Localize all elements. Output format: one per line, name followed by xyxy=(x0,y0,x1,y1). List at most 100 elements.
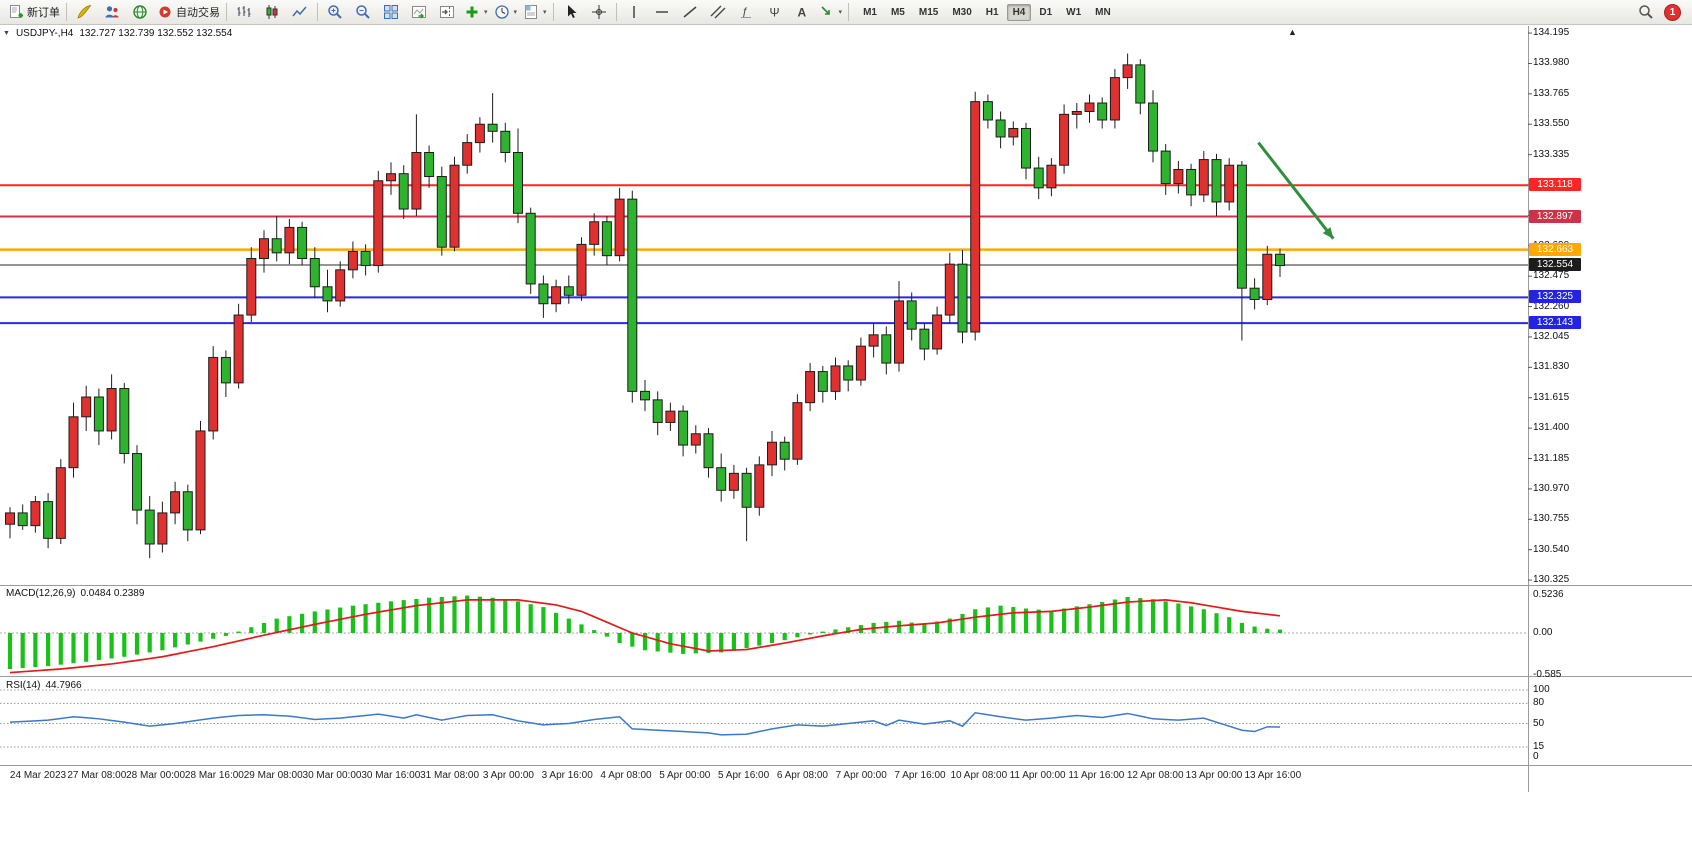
timeframe-m1[interactable]: M1 xyxy=(863,6,877,18)
vline-icon xyxy=(632,6,635,18)
price-line-badge: 133.118 xyxy=(1529,178,1581,192)
toolbar-separator xyxy=(848,3,850,21)
search-button[interactable] xyxy=(1632,1,1660,24)
chart-shift-marker-icon[interactable]: ▲ xyxy=(1288,27,1297,37)
templates-button[interactable]: ▾ xyxy=(520,1,550,24)
y-axis-tick: 131.185 xyxy=(1533,452,1570,464)
x-axis-label: 30 Mar 00:00 xyxy=(302,770,362,781)
pitchfork-tool-button[interactable]: Ψ xyxy=(760,1,788,24)
y-axis-tick: 131.830 xyxy=(1533,361,1570,373)
text-tool-button[interactable]: A xyxy=(788,1,816,24)
cursor-icon xyxy=(567,5,577,18)
clock-icon xyxy=(494,5,509,19)
candle-chart-mode-button[interactable] xyxy=(258,1,286,24)
dropdown-caret-icon: ▾ xyxy=(838,9,843,16)
y-axis-tick: 131.615 xyxy=(1533,391,1570,403)
notification-badge[interactable]: 1 xyxy=(1664,3,1681,21)
tile-windows-button[interactable] xyxy=(377,1,405,24)
tiles-icon xyxy=(384,5,398,19)
macd-signal-line xyxy=(9,599,1281,674)
macd-name: MACD(12,26,9) xyxy=(6,588,76,599)
y-axis-tick: 133.980 xyxy=(1533,57,1570,69)
pane-borders xyxy=(0,26,1692,792)
zoomout-icon xyxy=(356,5,370,19)
y-axis-tick: 130.325 xyxy=(1533,574,1570,586)
x-axis-label: 13 Apr 00:00 xyxy=(1185,770,1243,781)
rsi-level-lines xyxy=(0,689,1528,748)
horizontal-line-tool-button[interactable] xyxy=(648,1,676,24)
rsi-name: RSI(14) xyxy=(6,680,41,691)
y-axis-tick: 130.540 xyxy=(1533,543,1570,555)
y-axis-tick: 132.475 xyxy=(1533,270,1570,282)
search-icon xyxy=(1639,5,1653,19)
crosshair-button[interactable] xyxy=(585,1,613,24)
x-axis-label: 28 Mar 16:00 xyxy=(184,770,244,781)
x-axis-label: 31 Mar 08:00 xyxy=(420,770,480,781)
timeframe-m15[interactable]: M15 xyxy=(918,6,939,18)
y-axis-tick: 131.400 xyxy=(1533,422,1570,434)
y-axis-tick: 130.755 xyxy=(1533,513,1570,525)
cursor-button[interactable] xyxy=(557,1,585,24)
x-axis-label: 28 Mar 00:00 xyxy=(126,770,186,781)
bar-chart-mode-button[interactable] xyxy=(230,1,258,24)
autotrade-icon xyxy=(159,6,171,18)
quill-icon xyxy=(77,4,92,19)
linechart-icon xyxy=(292,6,307,17)
texttool-icon: A xyxy=(797,6,806,20)
macd-values: 0.0484 0.2389 xyxy=(80,588,145,599)
new-order-button[interactable]: 新订单 xyxy=(5,1,63,24)
svg-text:A: A xyxy=(797,6,806,20)
macd-histogram xyxy=(7,595,1283,669)
zoom-in-button[interactable] xyxy=(321,1,349,24)
timeframe-m5[interactable]: M5 xyxy=(890,6,905,18)
timeframe-m30[interactable]: M30 xyxy=(952,6,972,18)
dropdown-caret-icon: ▾ xyxy=(484,9,488,16)
vertical-line-tool-button[interactable] xyxy=(620,1,648,24)
macd-axis-tick: 0.5236 xyxy=(1533,589,1564,601)
timeframe-w1[interactable]: W1 xyxy=(1066,6,1082,18)
autotrading-button[interactable]: 自动交易 xyxy=(154,1,223,24)
zoom-out-button[interactable] xyxy=(349,1,377,24)
rsi-axis-tick: 80 xyxy=(1533,697,1545,709)
trend-arrow-annotation[interactable] xyxy=(1257,141,1335,240)
rsi-value: 44.7966 xyxy=(45,680,82,691)
periods-button[interactable]: ▾ xyxy=(491,1,521,24)
indicators-button[interactable]: ▾ xyxy=(461,1,491,24)
chart-header: ▼ USDJPY-,H4 132.727 132.739 132.552 132… xyxy=(3,28,232,39)
trend-icon xyxy=(683,6,697,18)
price-line-badge: 132.325 xyxy=(1529,290,1581,304)
crosshair-icon xyxy=(591,5,606,19)
auto-scroll-button[interactable] xyxy=(405,1,433,24)
x-axis-label: 5 Apr 00:00 xyxy=(659,770,711,781)
macd-axis-tick: 0.00 xyxy=(1533,627,1553,638)
horizontal-price-lines[interactable] xyxy=(0,184,1528,325)
market-button[interactable] xyxy=(98,1,126,24)
fibo-icon: ƒ xyxy=(740,6,751,18)
metaeditor-button[interactable] xyxy=(70,1,98,24)
timeframe-h1[interactable]: H1 xyxy=(985,6,999,18)
fibonacci-tool-button[interactable]: ƒ xyxy=(732,1,760,24)
community-button[interactable] xyxy=(126,1,154,24)
zoomin-icon xyxy=(328,5,342,19)
chart-shift-button[interactable] xyxy=(433,1,461,24)
candlesticks[interactable] xyxy=(5,53,1285,559)
timeframe-d1[interactable]: D1 xyxy=(1039,6,1053,18)
toolbar: 新订单 自动交易 ▾ ▾ ▾ ƒ Ψ A ▾ M1 M5 M15 M30 H1 H4 D1 W1 MN 1 xyxy=(0,0,1692,25)
channel-tool-button[interactable] xyxy=(704,1,732,24)
symbol-dropdown-icon[interactable]: ▼ xyxy=(3,30,10,37)
trendline-tool-button[interactable] xyxy=(676,1,704,24)
candlesicon-icon xyxy=(266,5,278,19)
price-line-badge: 132.663 xyxy=(1529,242,1581,256)
timeframe-h4[interactable]: H4 xyxy=(1006,3,1032,21)
price-line-badge: 132.554 xyxy=(1529,258,1581,271)
y-axis-tick: 133.765 xyxy=(1533,87,1570,99)
dropdown-caret-icon: ▾ xyxy=(513,9,518,16)
hline-icon xyxy=(655,11,668,13)
x-axis-label: 29 Mar 08:00 xyxy=(243,770,303,781)
chart-ohlc-readout: 132.727 132.739 132.552 132.554 xyxy=(79,28,233,39)
timeframe-mn[interactable]: MN xyxy=(1095,6,1111,18)
arrows-tool-button[interactable]: ▾ xyxy=(816,1,846,24)
x-axis-label: 7 Apr 00:00 xyxy=(835,770,887,781)
line-chart-mode-button[interactable] xyxy=(286,1,314,24)
